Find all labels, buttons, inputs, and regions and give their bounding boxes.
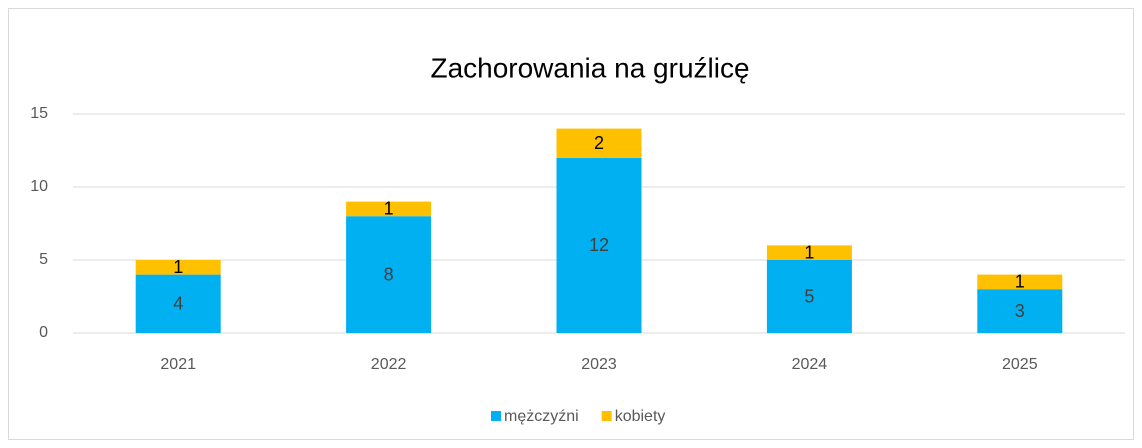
bar (346, 216, 432, 333)
bar (977, 289, 1063, 333)
data-label: 3 (1015, 301, 1025, 321)
x-tick-label: 2025 (1002, 356, 1038, 373)
bar (977, 274, 1063, 290)
data-label: 5 (804, 286, 814, 306)
legend-swatch (601, 411, 612, 421)
x-tick-label: 2024 (792, 356, 828, 373)
data-label: 12 (589, 235, 609, 255)
y-tick-label: 10 (30, 178, 48, 195)
bar (346, 201, 432, 217)
legend-label: kobiety (615, 408, 666, 425)
data-label: 1 (804, 242, 814, 262)
data-label: 8 (384, 264, 394, 284)
data-label: 4 (173, 294, 183, 314)
legend-label: mężczyźni (504, 408, 579, 425)
data-label: 1 (1015, 272, 1025, 292)
x-tick-label: 2023 (581, 356, 617, 373)
bar (556, 157, 642, 333)
y-tick-label: 15 (30, 105, 48, 122)
data-label: 1 (384, 199, 394, 219)
y-tick-label: 0 (39, 324, 48, 341)
y-tick-label: 5 (39, 251, 48, 268)
chart-title: Zachorowania na gruźlicę (430, 52, 749, 83)
legend-swatch (491, 411, 501, 421)
data-label: 2 (594, 133, 604, 153)
bar (766, 260, 852, 333)
x-tick-label: 2021 (160, 356, 196, 373)
data-label: 1 (173, 257, 183, 277)
bar (556, 128, 642, 158)
bar (135, 274, 221, 333)
x-tick-label: 2022 (371, 356, 407, 373)
bar (135, 260, 221, 275)
bar (766, 245, 852, 260)
